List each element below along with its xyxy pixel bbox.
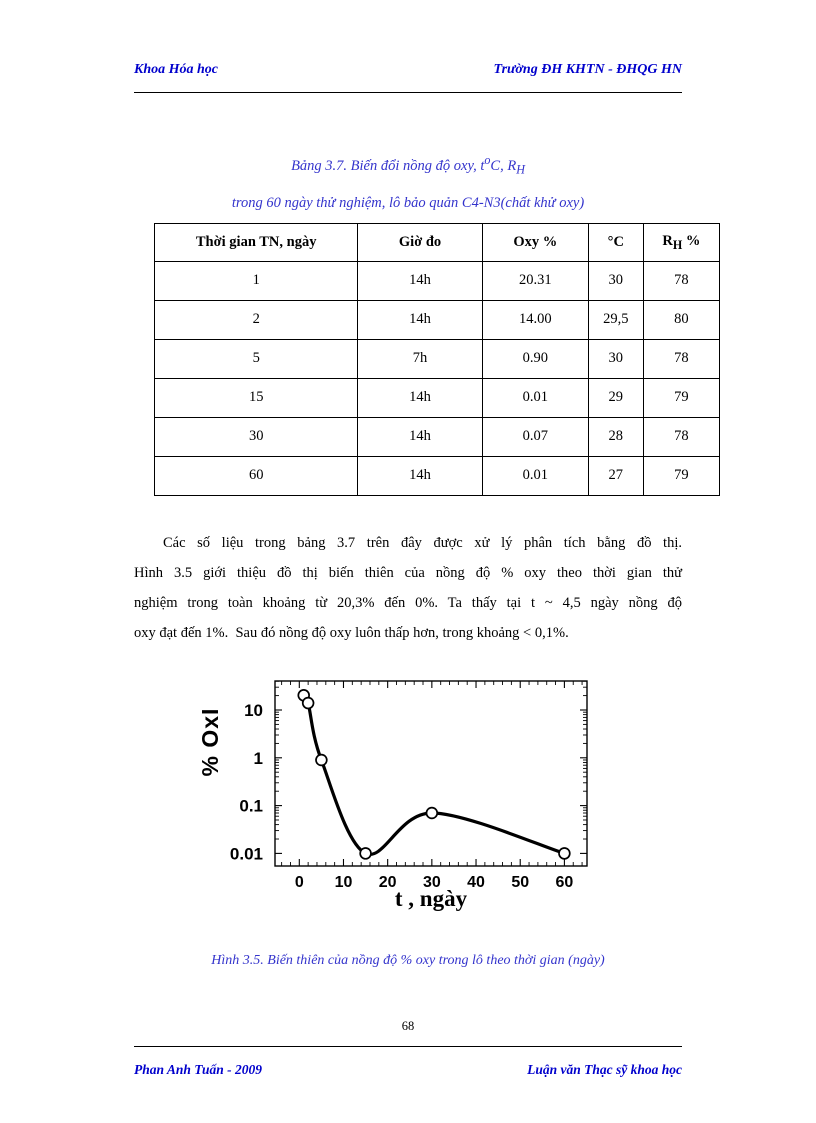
svg-text:t , ngày: t , ngày — [395, 886, 468, 911]
svg-text:0.01: 0.01 — [230, 844, 263, 863]
svg-text:1: 1 — [254, 749, 263, 768]
svg-text:0: 0 — [295, 874, 304, 891]
svg-text:10: 10 — [335, 874, 353, 891]
svg-text:% OxI: % OxI — [197, 708, 223, 777]
svg-text:0.1: 0.1 — [239, 797, 263, 816]
svg-text:50: 50 — [511, 874, 529, 891]
svg-text:10: 10 — [244, 701, 263, 720]
svg-text:60: 60 — [556, 874, 574, 891]
svg-text:40: 40 — [467, 874, 485, 891]
